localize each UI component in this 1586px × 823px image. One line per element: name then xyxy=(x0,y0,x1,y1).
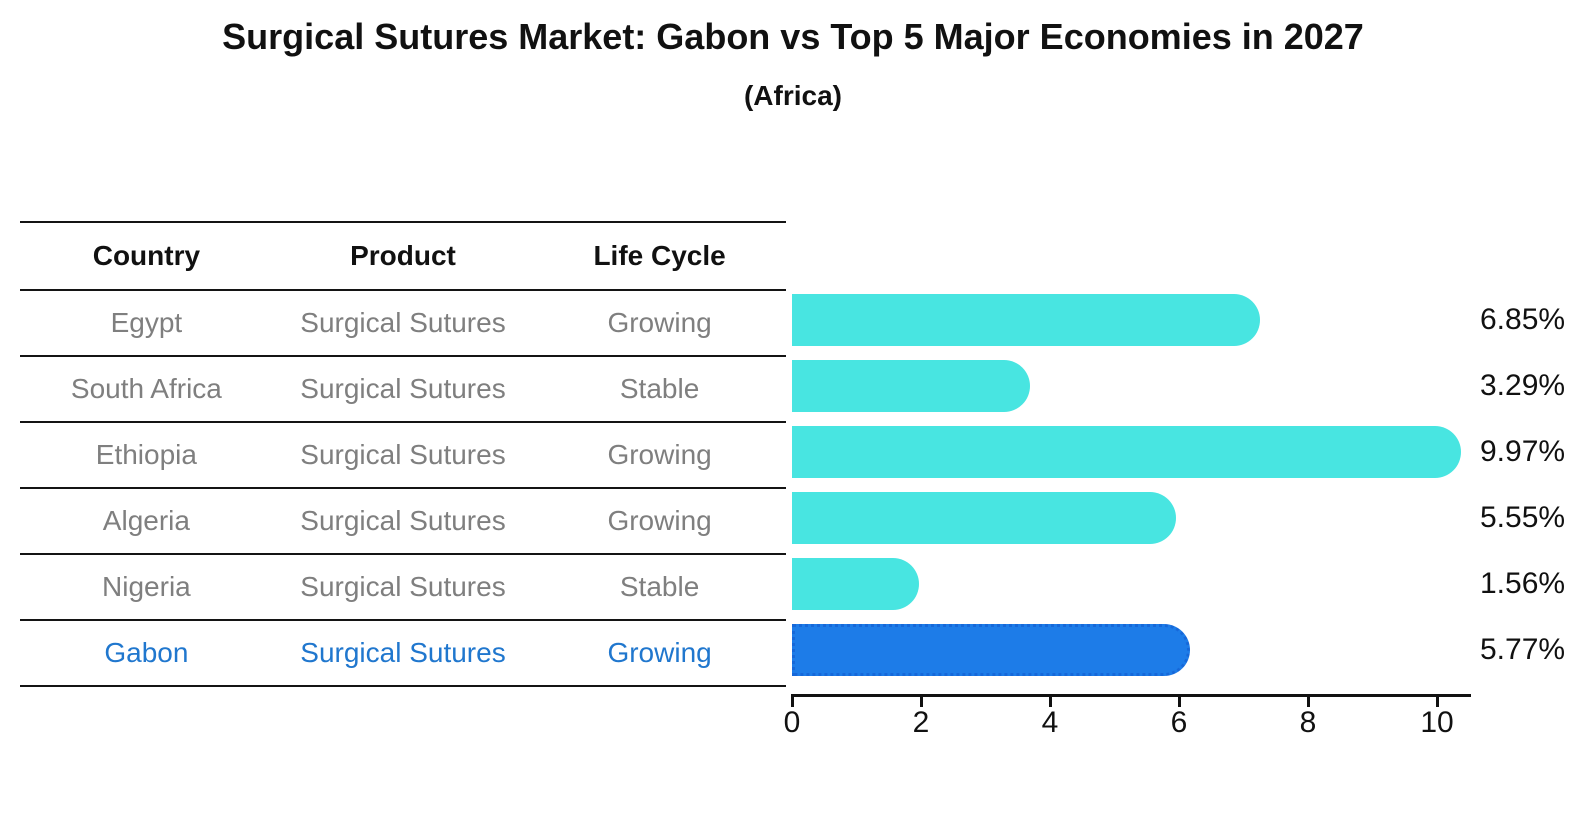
table-cell-life-cycle: Growing xyxy=(607,439,712,470)
x-axis-tick-label: 4 xyxy=(1041,706,1059,739)
x-axis-tick-mark xyxy=(791,697,794,707)
bar-value-label: 5.55% xyxy=(1480,501,1566,534)
table-cell-life-cycle: Growing xyxy=(607,637,712,668)
bar xyxy=(792,558,919,610)
table-cell-product: Surgical Sutures xyxy=(300,307,506,338)
page-subtitle: (Africa) xyxy=(743,80,842,111)
bar-value-label: 6.85% xyxy=(1480,303,1566,336)
bar xyxy=(792,426,1462,478)
x-axis-tick-mark xyxy=(920,697,923,707)
table-cell-life-cycle: Stable xyxy=(619,373,700,404)
table-row: Algeria Surgical Sutures Growing xyxy=(20,489,786,555)
table-header-product: Product xyxy=(350,240,456,271)
x-axis-tick-mark xyxy=(1049,697,1052,707)
table-cell-country: Algeria xyxy=(102,505,190,536)
x-axis-tick-mark xyxy=(1436,697,1439,707)
x-axis-tick-mark xyxy=(1178,697,1181,707)
bar-value-label: 1.56% xyxy=(1480,567,1566,600)
bar xyxy=(792,294,1260,346)
table-cell-product: Surgical Sutures xyxy=(300,439,506,470)
table-cell-country: Ethiopia xyxy=(95,439,197,470)
table-cell-life-cycle: Stable xyxy=(619,571,700,602)
table-header-life-cycle: Life Cycle xyxy=(593,240,726,271)
bar-value-label: 3.29% xyxy=(1480,369,1566,402)
x-axis-tick-label: 2 xyxy=(912,706,930,739)
x-axis-tick-label: 10 xyxy=(1420,706,1454,739)
bar-value-label: 9.97% xyxy=(1480,435,1566,468)
bar xyxy=(792,492,1176,544)
table-cell-life-cycle: Growing xyxy=(607,505,712,536)
table-cell-product: Surgical Sutures xyxy=(300,373,506,404)
bar-value-label: 5.77% xyxy=(1480,633,1566,666)
x-axis-line xyxy=(791,694,1471,697)
table-row: South Africa Surgical Sutures Stable xyxy=(20,357,786,423)
bar xyxy=(792,360,1031,412)
country-info-table: Country Product Life Cycle Egypt Surgica… xyxy=(20,221,786,687)
bar xyxy=(792,624,1191,676)
table-header-country: Country xyxy=(92,240,201,271)
table-cell-country: Gabon xyxy=(104,637,189,668)
table-cell-country: Nigeria xyxy=(102,571,191,602)
table-cell-product: Surgical Sutures xyxy=(300,637,506,668)
x-axis-tick-label: 8 xyxy=(1299,706,1317,739)
x-axis-tick-mark xyxy=(1307,697,1310,707)
table-header-row: Country Product Life Cycle xyxy=(20,223,786,291)
x-axis-tick-label: 6 xyxy=(1170,706,1188,739)
table-row: Gabon Surgical Sutures Growing xyxy=(20,621,786,687)
x-axis-tick-label: 0 xyxy=(783,706,801,739)
table-row: Ethiopia Surgical Sutures Growing xyxy=(20,423,786,489)
table-cell-product: Surgical Sutures xyxy=(300,505,506,536)
page-title: Surgical Sutures Market: Gabon vs Top 5 … xyxy=(222,16,1364,57)
table-row: Nigeria Surgical Sutures Stable xyxy=(20,555,786,621)
table-cell-life-cycle: Growing xyxy=(607,307,712,338)
table-cell-product: Surgical Sutures xyxy=(300,571,506,602)
table-cell-country: Egypt xyxy=(110,307,183,338)
table-row: Egypt Surgical Sutures Growing xyxy=(20,291,786,357)
table-cell-country: South Africa xyxy=(70,373,222,404)
